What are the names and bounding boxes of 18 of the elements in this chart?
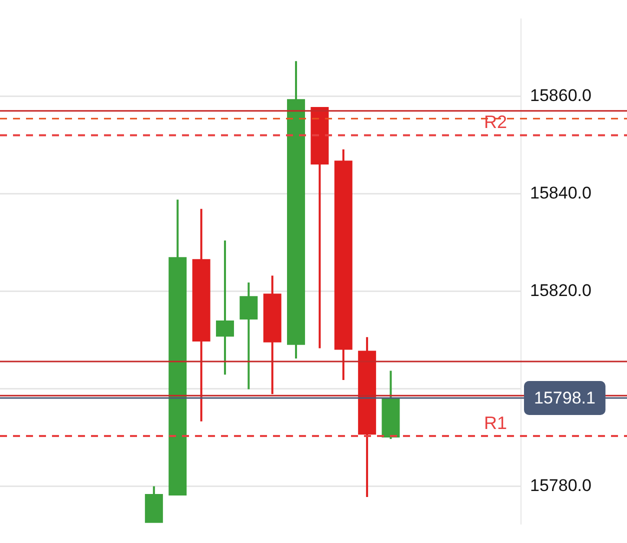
candlestick xyxy=(240,282,258,390)
candlestick xyxy=(216,240,234,375)
candlestick xyxy=(144,486,163,523)
candlestick xyxy=(168,200,187,496)
y-tick-label: 15860.0 xyxy=(530,86,592,105)
y-tick-label: 15820.0 xyxy=(530,280,592,300)
candlestick xyxy=(334,149,352,380)
candlestick xyxy=(310,106,329,348)
candlestick xyxy=(263,276,282,394)
candlestick xyxy=(382,370,400,439)
candlestick xyxy=(192,208,210,422)
ref-line-label: R1 xyxy=(484,413,507,434)
candlestick xyxy=(358,337,376,497)
candlestick xyxy=(287,61,306,359)
y-tick-label: 15780.0 xyxy=(530,476,592,495)
y-tick-label: 15840.0 xyxy=(530,183,592,202)
ref-line-label: R2 xyxy=(484,112,507,132)
ref-line-label: 15798.1 xyxy=(534,388,596,408)
